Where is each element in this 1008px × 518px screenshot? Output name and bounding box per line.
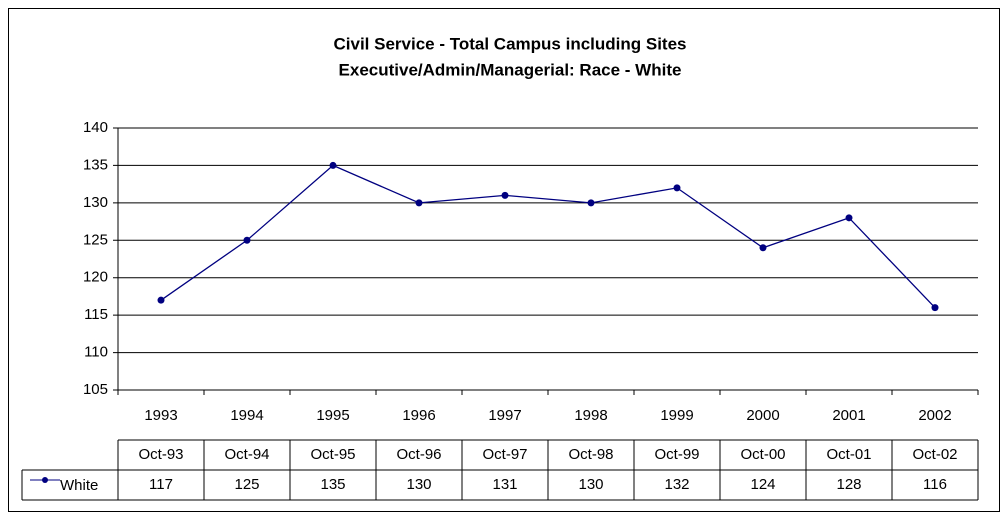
table-header: Oct-93 (138, 446, 183, 463)
legend-label: White (60, 477, 98, 494)
y-tick-label: 135 (83, 156, 108, 173)
y-tick-label: 105 (83, 381, 108, 398)
table-header: Oct-97 (482, 446, 527, 463)
table-value: 124 (750, 476, 775, 493)
chart-title: Civil Service - Total Campus including S… (334, 34, 687, 53)
legend-marker (42, 477, 48, 483)
point (329, 161, 337, 169)
chart-border (8, 8, 1000, 512)
table-value: 130 (578, 476, 603, 493)
x-tick-label: 1995 (316, 407, 349, 424)
chart-subtitle: Executive/Admin/Managerial: Race - White (339, 60, 682, 79)
table-value: 135 (320, 476, 345, 493)
table-header: Oct-98 (568, 446, 613, 463)
x-tick-label: 1996 (402, 407, 435, 424)
y-tick-label: 115 (84, 306, 108, 323)
table-header: Oct-95 (310, 446, 355, 463)
x-tick-label: 1994 (230, 407, 263, 424)
x-tick-label: 2000 (746, 407, 779, 424)
table-header: Oct-96 (396, 446, 441, 463)
table-value: 125 (234, 476, 259, 493)
x-tick-label: 2002 (918, 407, 951, 424)
point (759, 244, 767, 252)
table-value: 130 (406, 476, 431, 493)
x-tick-label: 2001 (832, 407, 865, 424)
table-value: 128 (836, 476, 861, 493)
point (501, 191, 509, 199)
line-series (160, 164, 936, 309)
table-header: Oct-94 (224, 446, 269, 463)
x-tick-label: 1993 (144, 407, 177, 424)
y-tick-label: 120 (83, 269, 108, 286)
y-tick-label: 110 (84, 344, 108, 361)
point (243, 236, 251, 244)
x-tick-label: 1999 (660, 407, 693, 424)
table-value: 117 (149, 476, 173, 493)
y-tick-label: 140 (83, 119, 108, 136)
point (415, 199, 423, 207)
table-header: Oct-00 (740, 446, 785, 463)
table-header: Oct-01 (826, 446, 871, 463)
point (157, 296, 165, 304)
x-tick-label: 1997 (488, 407, 521, 424)
table-header: Oct-02 (912, 446, 957, 463)
point (587, 199, 595, 207)
x-tick-label: 1998 (574, 407, 607, 424)
table-value: 131 (492, 476, 517, 493)
table-value: 116 (923, 476, 947, 493)
y-tick-label: 125 (83, 231, 108, 248)
point (931, 304, 939, 312)
y-tick-label: 130 (83, 194, 108, 211)
point (673, 184, 681, 192)
table-value: 132 (664, 476, 689, 493)
point (845, 214, 853, 222)
table-header: Oct-99 (654, 446, 699, 463)
